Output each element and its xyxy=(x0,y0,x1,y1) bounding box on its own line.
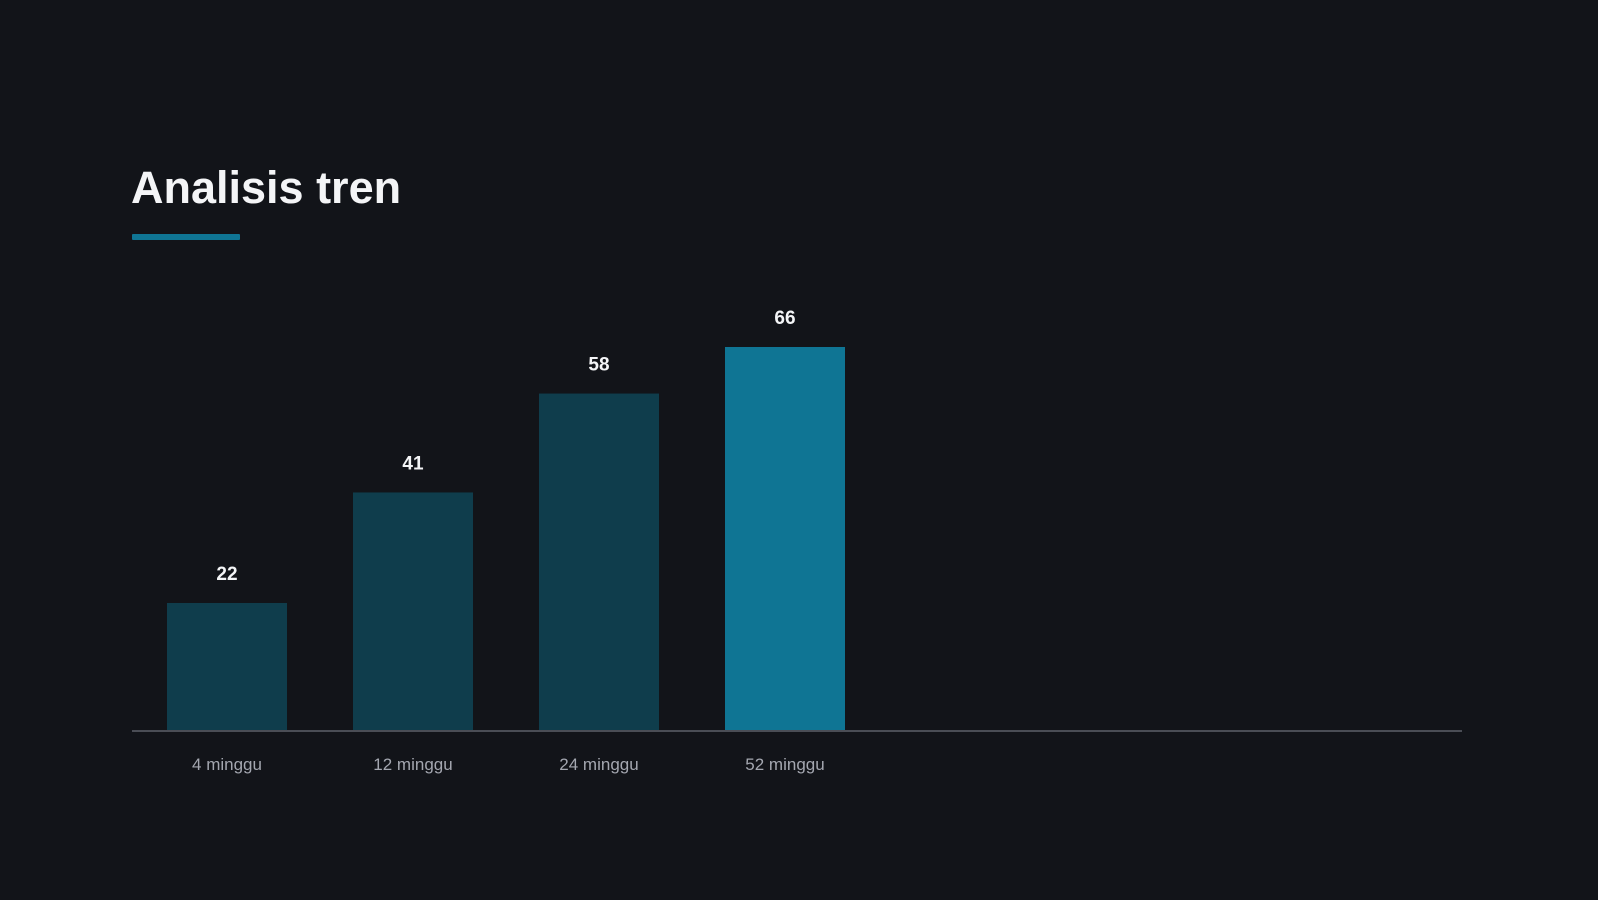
bar-4-minggu xyxy=(167,603,287,731)
bar-12-minggu xyxy=(353,492,473,731)
bar-24-minggu xyxy=(539,393,659,731)
labels-layer: 22 4 minggu 41 12 minggu 58 24 minggu 66 52 min… xyxy=(192,308,825,774)
value-label: 22 xyxy=(216,564,237,585)
slide-title: Analisis tren xyxy=(131,162,402,213)
category-label: 4 minggu xyxy=(192,755,262,774)
bar-52-minggu xyxy=(725,347,845,731)
category-label: 12 minggu xyxy=(373,755,452,774)
value-label: 66 xyxy=(774,308,795,329)
category-label: 52 minggu xyxy=(745,755,824,774)
title-accent-underline xyxy=(132,234,240,240)
value-label: 41 xyxy=(402,453,424,474)
bars-layer xyxy=(167,347,845,731)
category-label: 24 minggu xyxy=(559,755,638,774)
value-label: 58 xyxy=(588,355,609,376)
